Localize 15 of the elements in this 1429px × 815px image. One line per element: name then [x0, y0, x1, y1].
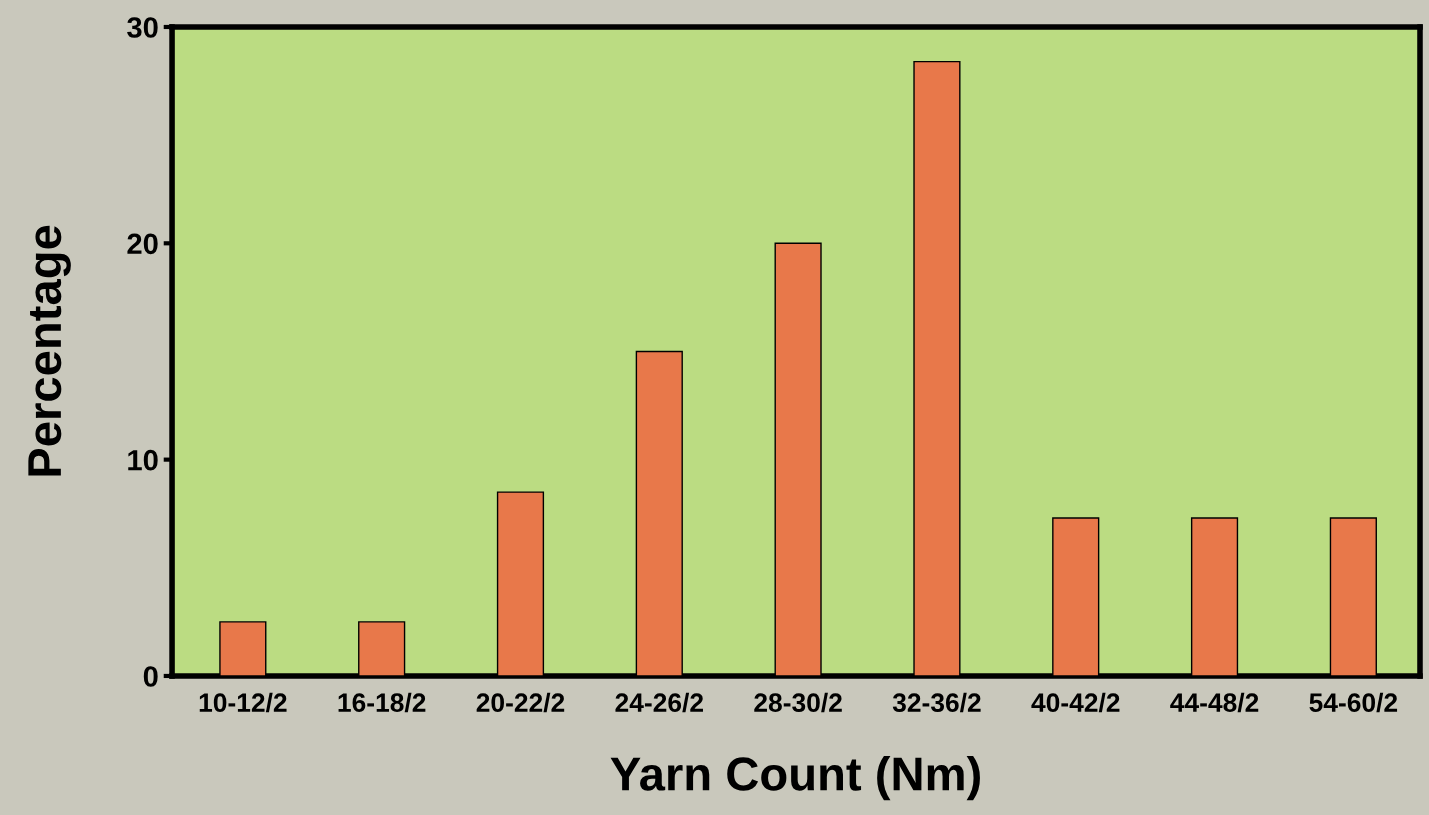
y-axis-title: Percentage: [28, 225, 71, 476]
x-tick-label: 54-60/2: [1309, 692, 1398, 713]
x-tick-label: 16-18/2: [338, 692, 426, 713]
y-tick-label: 20: [127, 233, 158, 255]
x-axis-title: Yarn Count (Nm): [610, 756, 980, 801]
x-tick-label: 10-12/2: [199, 692, 287, 713]
x-tick-label: 20-22/2: [476, 692, 565, 713]
y-tick-label: 10: [128, 449, 158, 471]
x-tick-label: 32-36/2: [892, 692, 981, 713]
x-tick-label: 40-42/2: [1031, 692, 1120, 713]
x-tick-label: 24-26/2: [615, 692, 703, 713]
y-tick-label: 30: [127, 17, 158, 38]
x-tick-label: 44-48/2: [1170, 692, 1259, 713]
y-tick-label: 0: [143, 666, 158, 687]
x-tick-label: 28-30/2: [754, 692, 842, 713]
